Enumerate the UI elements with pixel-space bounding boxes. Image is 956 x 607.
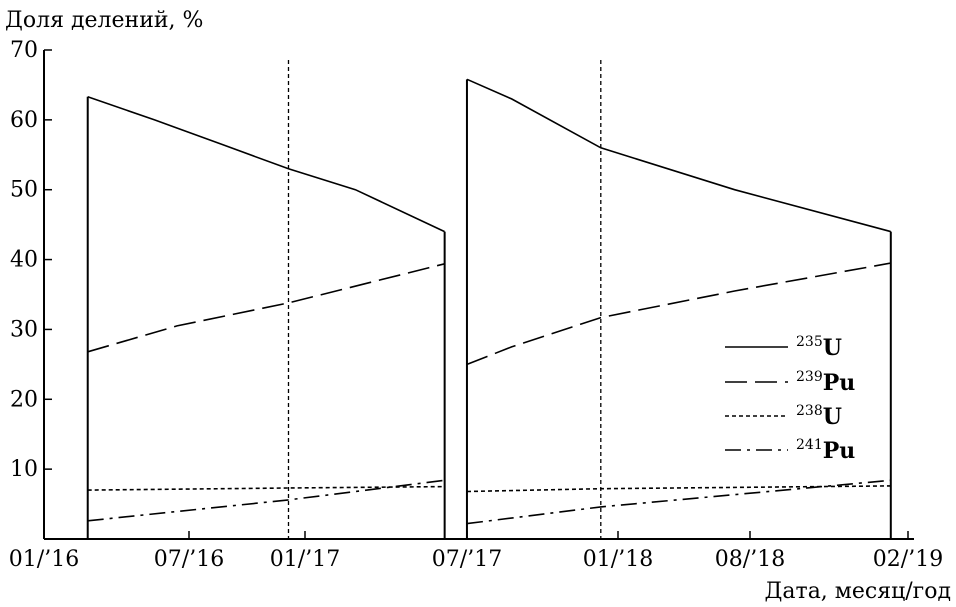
x-tick-label: 07/’17 [432, 547, 502, 572]
y-tick-label: 70 [10, 38, 38, 63]
x-tick-label: 01/’18 [583, 547, 653, 572]
x-tick-label: 01/’17 [270, 547, 340, 572]
y-tick-label: 30 [10, 317, 38, 342]
y-tick-label: 60 [10, 108, 38, 133]
legend-mass-number: 241 [796, 437, 823, 453]
y-tick-label: 20 [10, 387, 38, 412]
legend-mass-number: 235 [796, 334, 823, 350]
x-axis-title: Дата, месяц/год [765, 579, 951, 604]
series-235u-line [87, 96, 445, 233]
legend-label: 235U [796, 334, 842, 361]
legend-element: Pu [823, 370, 856, 396]
legend-label: 241Pu [796, 437, 855, 464]
legend-element: U [823, 335, 842, 361]
x-tick-label: 01/’16 [9, 547, 79, 572]
series-238u-line [87, 485, 445, 491]
series-241pu-line [87, 479, 445, 522]
legend-element: Pu [823, 438, 856, 464]
series-238u-line [466, 485, 891, 493]
y-tick-label: 10 [10, 457, 38, 482]
legend-element: U [823, 404, 842, 430]
x-ticks: 01/’16 07/’16 01/’17 07/’17 01/’18 08/’18 02/’… [9, 531, 943, 572]
x-tick-label: 07/’16 [154, 547, 224, 572]
y-tick-label: 50 [10, 178, 38, 203]
series-241pu-line [466, 479, 891, 525]
x-tick-label: 08/’18 [715, 547, 785, 572]
y-ticks: 10 20 30 40 50 60 70 [10, 38, 52, 482]
legend-mass-number: 239 [796, 369, 823, 385]
series-lines [86, 78, 892, 539]
legend-label: 238U [796, 403, 842, 430]
legend-label: 239Pu [796, 369, 855, 396]
x-tick-label: 02/’19 [873, 547, 943, 572]
cycle-markers [287, 60, 602, 539]
y-tick-label: 40 [10, 248, 38, 273]
series-239pu-line [87, 263, 445, 353]
legend-mass-number: 238 [796, 403, 823, 419]
y-axis-title: Доля делений, % [5, 8, 203, 33]
series-239pu-line [466, 262, 891, 366]
series-235u-line [466, 78, 892, 233]
